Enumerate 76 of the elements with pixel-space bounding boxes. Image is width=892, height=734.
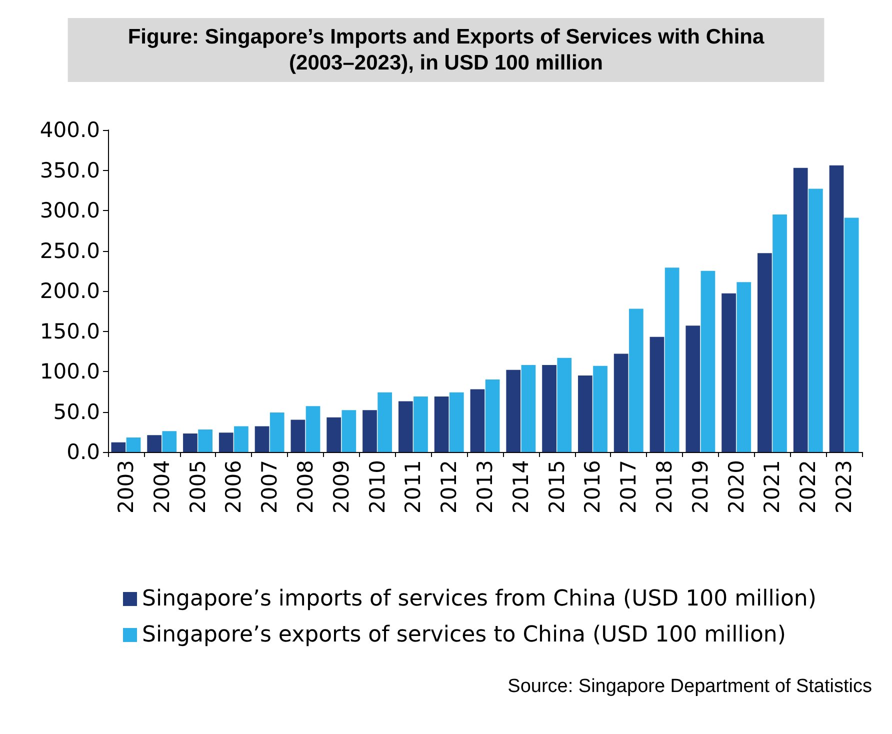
x-tick-label: 2009 [329,460,354,514]
bar [521,365,536,452]
x-tick-label: 2016 [580,460,605,514]
y-tick-label: 250.0 [40,238,100,263]
bar [147,435,162,452]
x-tick-label: 2007 [258,460,282,514]
chart-title: Figure: Singapore’s Imports and Exports of Services with China (2003–2023), in USD 100 million [128,26,764,74]
x-tick-label: 2003 [114,460,138,514]
bar [758,253,772,452]
bar [793,168,808,452]
x-tick-label: 2020 [724,460,748,514]
bar [736,282,752,452]
y-tick-label: 350.0 [40,158,100,182]
x-tick-label: 2019 [688,460,712,514]
x-tick-label: 2004 [150,460,174,514]
bar [126,438,141,452]
bar [414,396,428,452]
y-tick-label: 150.0 [40,319,100,344]
y-tick-label: 50.0 [53,400,100,424]
bar [218,432,234,452]
x-tick-label: 2014 [508,460,533,514]
bar [628,308,644,452]
bar [844,218,859,452]
y-tick-label: 200.0 [40,279,100,303]
x-tick-label: 2010 [365,460,390,514]
x-tick-label: 2022 [796,460,820,514]
bar [772,214,787,452]
bar [290,420,306,452]
x-tick-label: 2008 [293,460,318,514]
bar [234,426,248,452]
bar [829,165,844,452]
bar [306,406,320,452]
y-tick-label: 400.0 [40,118,100,142]
bar [378,392,392,452]
bar [270,412,284,452]
bar [700,270,716,452]
bar [614,354,628,452]
bar [342,410,356,452]
bar [162,431,177,452]
bar [542,365,556,452]
bar [470,389,485,452]
bar [362,410,377,452]
bar [254,426,270,452]
bar [808,188,823,452]
x-tick-label: 2006 [222,460,246,514]
y-tick-label: 100.0 [40,360,100,384]
bar [111,442,126,452]
bar [183,433,198,452]
y-tick-label: 300.0 [40,198,100,222]
x-tick-label: 2013 [473,460,497,514]
bar [664,268,680,452]
bar [722,293,736,452]
x-tick-label: 2005 [186,460,210,514]
legend-label: Singapore’s imports of services from China (USD 100 million) [142,586,816,612]
legend-label: Singapore’s exports of services to China (USD 100 million) [142,622,786,648]
bar [686,326,700,452]
bar [398,401,413,452]
bar [593,366,608,452]
x-tick-label: 2018 [652,460,677,514]
x-tick-label: 2017 [616,460,641,514]
x-tick-label: 2015 [544,460,569,514]
bar [434,396,449,452]
source-note: Source: Singapore Department of Statistics [508,676,872,697]
bar [198,429,212,452]
bar [557,358,572,452]
x-tick-label: 2021 [760,460,784,514]
y-tick-label: 0.0 [66,440,100,464]
bar [485,380,500,452]
bar [506,370,521,452]
bar [578,376,592,452]
x-tick-label: 2023 [832,460,856,514]
bar [650,336,664,452]
x-tick-label: 2011 [401,460,426,514]
x-tick-label: 2012 [437,460,462,514]
bar [326,417,342,452]
bar [449,392,464,452]
